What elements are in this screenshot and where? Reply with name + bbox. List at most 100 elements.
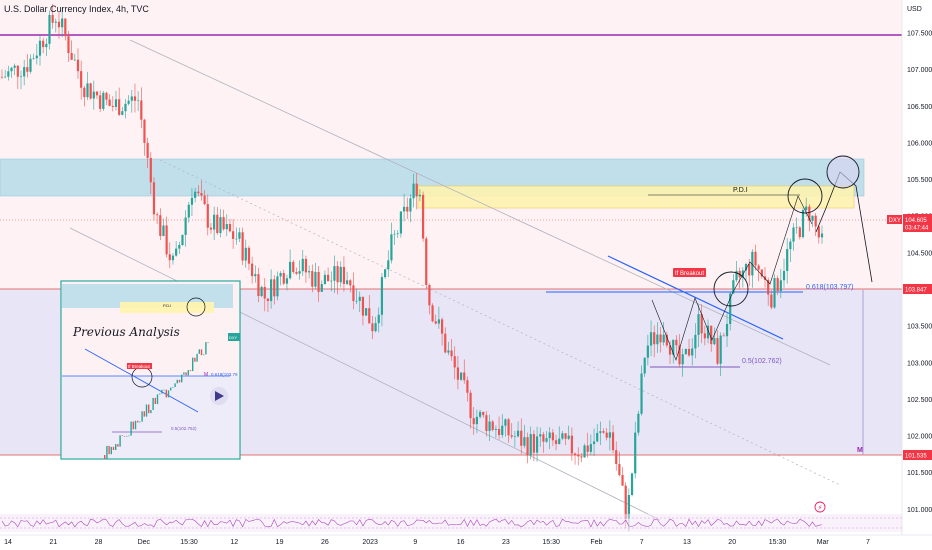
fib-618-label: 0.618(103.797) [806, 284, 853, 291]
candle-body [349, 280, 352, 286]
time-axis[interactable] [0, 535, 932, 550]
inset-candle [132, 421, 134, 430]
candle-body [719, 335, 722, 364]
candle-body [4, 76, 7, 78]
candle-body [748, 263, 751, 276]
candle-body [333, 266, 336, 281]
candle-body [773, 278, 776, 308]
candle-body [377, 314, 380, 324]
fib-05-label: 0.5(102.762) [742, 358, 782, 365]
candle-body [29, 58, 32, 72]
candle-body [232, 231, 235, 239]
candle-body [425, 238, 428, 286]
upper-zone [0, 0, 902, 290]
candle-body [577, 454, 580, 457]
candle-body [187, 204, 190, 218]
candle-body [599, 431, 602, 433]
candle-body [580, 456, 583, 458]
candle-body [390, 234, 393, 261]
inset-candle [167, 390, 170, 398]
candle-body [643, 357, 646, 374]
inset-candle [183, 372, 185, 375]
inset-candle [108, 445, 110, 455]
inset-candles [104, 342, 209, 460]
candle-body [149, 157, 152, 183]
candle-body [168, 254, 171, 261]
candle-body [776, 278, 779, 292]
candle-body [627, 494, 630, 519]
candle-body [358, 296, 361, 301]
candle-body [592, 441, 596, 445]
candle-body [792, 227, 795, 242]
lower-level-tag [903, 450, 932, 460]
inset-candle [143, 411, 145, 417]
candle-body [798, 227, 801, 238]
price-tick-label: 106.500 [907, 104, 932, 111]
candle-body [364, 308, 368, 316]
candle-body [387, 260, 390, 270]
candle-body [219, 217, 222, 233]
candle-body [133, 96, 137, 101]
candle-body [279, 272, 282, 277]
candle-body [406, 206, 409, 212]
candle-body [19, 76, 23, 78]
time-tick-label: 14 [4, 539, 12, 546]
candle-body [573, 453, 577, 455]
candle-body [767, 279, 770, 295]
candle-body [741, 270, 744, 278]
time-tick-label: 7 [640, 539, 644, 546]
price-tick-label: 102.000 [907, 434, 932, 441]
candle-body [659, 334, 662, 343]
candle-body [418, 194, 422, 197]
candle-body [805, 206, 808, 211]
inset-candle [119, 435, 121, 447]
time-tick-label: Dec [138, 539, 151, 546]
candle-body [662, 334, 665, 343]
inset-candle [170, 387, 172, 391]
candle-body [206, 204, 209, 228]
candle-body [308, 271, 311, 273]
inset-fib-618-label: 0.618(103.79 [211, 372, 238, 377]
previous-analysis-inset[interactable] [60, 280, 241, 460]
circle-marker-2 [787, 178, 823, 214]
inset-candle [156, 394, 159, 405]
price-countdown: 03:47:44 [905, 226, 929, 232]
m-marker: M [857, 447, 863, 454]
candle-body [687, 348, 691, 356]
lightning-icon[interactable] [814, 501, 826, 513]
candle-body [273, 279, 276, 297]
candle-body [729, 293, 732, 324]
candle-body [355, 300, 358, 302]
candle-body [228, 224, 232, 232]
candle-body [374, 323, 377, 332]
candle-body [611, 432, 615, 451]
inset-candle [163, 389, 165, 391]
candle-body [744, 263, 748, 271]
previous-analysis-label: Previous Analysis [72, 325, 180, 339]
candle-body [554, 440, 558, 445]
candle-body [292, 261, 295, 272]
candle-body [466, 380, 469, 393]
candle-body [602, 431, 605, 433]
inset-candle [161, 389, 163, 394]
lightning-glyph: ⚡ [818, 504, 823, 512]
candle-body [608, 432, 611, 438]
candle-body [209, 227, 213, 230]
candle-body [73, 59, 76, 61]
candle-body [42, 40, 45, 48]
inset-pdi-label: P.D.I [163, 303, 171, 308]
candle-body [428, 285, 431, 306]
candle-body [453, 356, 456, 368]
candle-body [478, 411, 482, 417]
candle-body [383, 269, 387, 278]
candle-body [510, 435, 513, 437]
price-axis[interactable] [902, 0, 932, 550]
channel-line-upper [129, 39, 831, 366]
pdi-zone [417, 185, 855, 209]
candle-body [558, 438, 561, 445]
candle-body [713, 338, 716, 345]
candle-body [152, 182, 156, 215]
inset-candle [187, 370, 189, 376]
candle-body [415, 183, 418, 197]
